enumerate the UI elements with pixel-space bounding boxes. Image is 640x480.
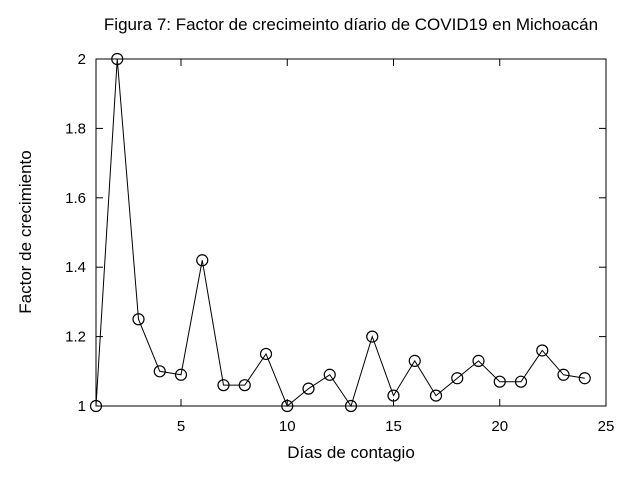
data-point [89, 399, 103, 413]
data-point [451, 372, 464, 385]
x-tick-label: 25 [598, 418, 615, 435]
y-tick-label: 1.6 [65, 190, 86, 207]
data-point [557, 368, 570, 381]
x-axis-label: Días de contagio [287, 443, 415, 462]
data-point [514, 375, 528, 388]
chart-title: Figura 7: Factor de crecimeinto díario d… [104, 15, 598, 34]
data-point [366, 330, 379, 343]
plot-frame [95, 58, 607, 407]
data-point [111, 52, 124, 66]
data-point [578, 372, 591, 385]
data-point [472, 354, 485, 367]
x-tick-label: 10 [279, 418, 296, 435]
y-tick-label: 1.4 [65, 259, 86, 276]
data-point [174, 368, 188, 381]
data-point [132, 313, 145, 326]
data-point [323, 368, 336, 381]
y-tick-label: 1.8 [65, 120, 86, 137]
data-point [259, 347, 273, 361]
data-point [493, 375, 506, 388]
data-point [217, 379, 230, 392]
y-axis-label: Factor de crecimiento [16, 150, 35, 313]
series-line [95, 58, 585, 408]
data-point [536, 344, 549, 357]
y-tick-label: 1.2 [65, 329, 86, 346]
data-point [153, 365, 166, 378]
data-point [281, 399, 294, 413]
data-point [238, 379, 251, 392]
x-tick-label: 15 [385, 418, 402, 435]
data-point [408, 354, 421, 367]
data-point [387, 389, 400, 402]
data-point [196, 254, 209, 267]
data-point [429, 389, 443, 402]
x-tick-label: 20 [491, 418, 508, 435]
data-point [344, 399, 358, 413]
data-point [302, 382, 315, 395]
x-tick-label: 5 [177, 418, 185, 435]
y-tick-label: 2 [78, 51, 86, 68]
y-tick-label: 1 [78, 398, 86, 415]
